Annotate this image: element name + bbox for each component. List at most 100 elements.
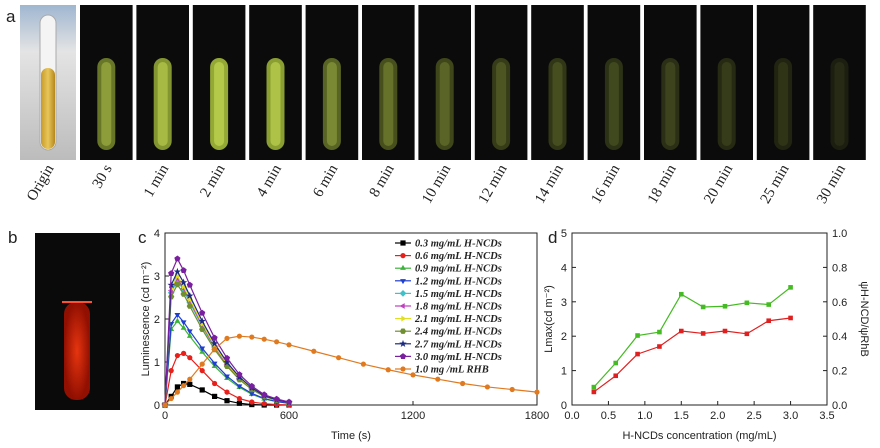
- photo: [644, 5, 697, 160]
- marker: [591, 389, 597, 395]
- marker: [223, 354, 231, 361]
- series-line: [593, 286, 791, 388]
- marker: [261, 401, 267, 407]
- x-tick-label: 0: [162, 410, 168, 422]
- photo: [418, 5, 471, 160]
- marker: [199, 326, 206, 333]
- tube-glow: [383, 62, 394, 146]
- x-tick-label: 600: [280, 410, 298, 422]
- marker: [274, 339, 280, 345]
- marker: [766, 318, 772, 324]
- marker: [766, 302, 772, 307]
- tube-glow: [270, 62, 281, 146]
- photo: [531, 5, 584, 160]
- photo-label: 12 min: [476, 162, 511, 207]
- marker: [635, 351, 640, 357]
- marker: [198, 317, 206, 325]
- photo-bg: [305, 5, 359, 160]
- marker: [186, 281, 193, 288]
- tube-glow: [774, 58, 793, 150]
- y-tick-label: 0: [154, 400, 160, 412]
- tube-glow: [322, 58, 341, 150]
- marker: [236, 395, 242, 402]
- marker: [249, 399, 255, 405]
- marker: [788, 285, 793, 290]
- marker: [212, 346, 218, 352]
- tube-glow: [608, 62, 619, 146]
- marker: [188, 296, 194, 303]
- photo-bg: [813, 5, 866, 160]
- panel-label: b: [8, 228, 17, 247]
- marker: [174, 389, 180, 395]
- legend-label: 0.3 mg/mL H-NCDs: [415, 239, 502, 250]
- marker: [199, 387, 205, 393]
- photo-label: 4 min: [254, 162, 285, 200]
- marker: [162, 402, 168, 408]
- legend-label: 0.6 mg/mL H-NCDs: [415, 251, 502, 262]
- legend-label: 0.9 mg/mL H-NCDs: [415, 264, 502, 275]
- legend-marker: [400, 264, 406, 270]
- photo-label: 30 s: [90, 162, 116, 191]
- marker: [224, 389, 230, 395]
- marker: [613, 373, 619, 379]
- photo: [474, 5, 528, 160]
- marker: [613, 360, 619, 366]
- legend-label: 2.1 mg/mL H-NCDs: [414, 314, 502, 325]
- tube-glow: [496, 62, 507, 146]
- marker: [223, 358, 231, 366]
- photo: [587, 5, 641, 160]
- photo-label: 16 min: [588, 162, 623, 207]
- marker: [186, 291, 194, 299]
- tube-glow: [830, 58, 849, 150]
- photo: [136, 5, 189, 160]
- photo-bg: [644, 5, 697, 160]
- tube-glow: [210, 58, 229, 150]
- marker: [700, 331, 706, 336]
- photo-bg: [474, 5, 528, 160]
- y-tick-label: 0: [561, 400, 567, 412]
- marker: [174, 255, 181, 262]
- marker: [168, 270, 175, 277]
- tube-glow: [214, 62, 225, 146]
- marker: [273, 395, 280, 402]
- marker: [509, 386, 515, 393]
- legend-marker: [400, 279, 406, 285]
- marker: [180, 320, 187, 326]
- legend-label: 1.0 mg /mL RHB: [415, 365, 489, 376]
- tube-glow: [778, 62, 789, 146]
- marker: [678, 328, 684, 334]
- marker: [187, 355, 193, 361]
- photo-bg: [418, 5, 471, 160]
- y-axis-label: Luminescence (cd m⁻²): [140, 262, 152, 377]
- legend-marker: [400, 366, 406, 372]
- tube-glow: [492, 58, 511, 150]
- marker: [199, 368, 205, 374]
- photo-bg: [362, 5, 415, 160]
- marker: [211, 361, 218, 367]
- series-line: [593, 317, 791, 393]
- photo-label: 10 min: [419, 162, 454, 207]
- tube-glow: [548, 58, 567, 150]
- panel-label: c: [138, 228, 147, 247]
- legend-marker: [399, 353, 407, 360]
- y-tick-label: 1: [154, 357, 160, 369]
- legend-marker: [399, 303, 405, 309]
- marker: [285, 398, 293, 405]
- marker: [199, 346, 206, 352]
- marker: [700, 304, 706, 310]
- y2-axis-label: ψH-NCD/ψRhB: [858, 281, 870, 357]
- photo: [362, 5, 415, 160]
- marker: [236, 384, 243, 390]
- marker: [248, 382, 255, 389]
- marker: [591, 384, 597, 390]
- tube-glow: [101, 62, 112, 146]
- marker: [174, 384, 180, 390]
- marker: [173, 267, 182, 275]
- photo-bg: [531, 5, 584, 160]
- legend-marker: [400, 240, 406, 246]
- legend-label: 1.8 mg/mL H-NCDs: [415, 302, 502, 313]
- legend-label: 2.7 mg/mL H-NCDs: [414, 339, 502, 350]
- y2-tick-label: 0.0: [832, 400, 847, 412]
- legend-label: 2.4 mg/mL H-NCDs: [414, 327, 502, 338]
- y2-tick-label: 0.8: [832, 262, 847, 274]
